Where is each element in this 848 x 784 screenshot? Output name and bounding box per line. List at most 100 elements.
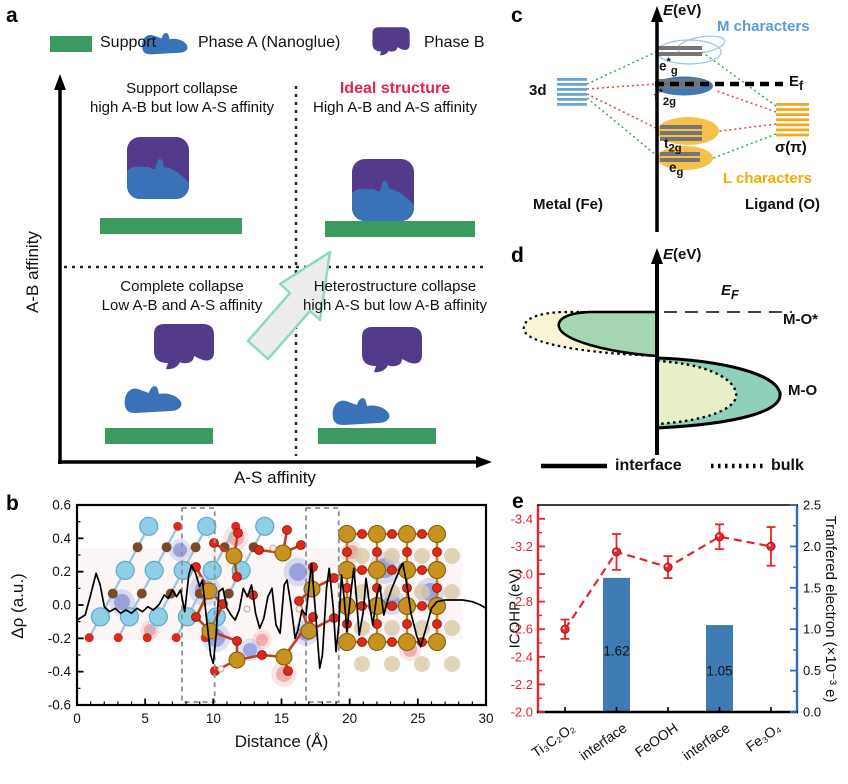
panel-b-ylabel: Δρ (a.u.) (8, 573, 27, 639)
panel-e-plot: 1.62 1.05 -2.0 -2.2 -2.4 -2.6 -2.8 -3.0 -3.2 -3.4… (511, 498, 821, 720)
panel-e-left-ylabel: ICOHP (eV) (506, 568, 524, 649)
antibonding-interface-lobe (557, 310, 659, 358)
svg-text:-2.0: -2.0 (511, 705, 533, 720)
quadrant-tl-subtitle: high A-B but low A-S affinity (90, 99, 274, 116)
energy-axis (651, 6, 663, 232)
metal-fe-label: Metal (Fe) (533, 196, 604, 213)
svg-text:2.0: 2.0 (803, 539, 821, 554)
panel-b: 0 5 10 15 20 25 30 0.6 0.4 0.2 0.0 -0.2 -0.4 -0.6 b Δ… (0, 490, 505, 762)
quadrant-bl-subtitle: Low A-B and A-S affinity (101, 297, 263, 314)
svg-text:1.62: 1.62 (603, 644, 629, 659)
svg-text:5: 5 (141, 711, 149, 726)
sigma-pi-label: σ(π) (775, 139, 807, 156)
quadrant-tr-subtitle: High A-B and A-S affinity (313, 99, 477, 116)
legend-support-label: Support (100, 34, 157, 51)
legend-phase-a-label: Phase A (Nanoglue) (198, 34, 341, 51)
svg-text:-3.4: -3.4 (511, 511, 533, 526)
svg-text:25: 25 (410, 711, 425, 726)
panel-a-label: a (6, 4, 18, 27)
support-swatch (50, 36, 92, 52)
svg-text:0.6: 0.6 (52, 498, 71, 513)
phase-a-blob-bl (124, 386, 182, 413)
panel-d-label: d (511, 244, 524, 267)
panel-a: a Support Phase A (Nanoglue) Phase B Sup… (0, 0, 505, 490)
panel-c: c E(eV) M characters 3d e*g t*2g t2g eg … (505, 0, 848, 240)
ab-square-floating (127, 137, 189, 199)
svg-text:1.05: 1.05 (706, 663, 732, 678)
svg-text:2.5: 2.5 (803, 498, 821, 513)
ab-square-anchored (352, 159, 414, 221)
quadrant-br-subtitle: high A-S but low A-B affinity (303, 297, 487, 314)
svg-text:0.0: 0.0 (803, 705, 821, 720)
panel-b-label: b (6, 492, 19, 515)
svg-text:0.5: 0.5 (803, 663, 821, 678)
m-characters-label: M characters (717, 18, 810, 35)
eg-label: eg (669, 160, 684, 179)
fermi-label: Ef (789, 73, 804, 93)
panel-b-xlabel: Distance (Å) (234, 732, 329, 751)
legend-interface-label: interface (615, 457, 682, 474)
panel-e-right-ylabel: Tranfered electron (×10⁻³ e) (822, 515, 839, 703)
transition-arrow (246, 250, 332, 361)
support-bar-br (318, 428, 436, 444)
panel-d-energy-axis-label: E(eV) (663, 246, 702, 263)
orbital-connector-lines (586, 50, 777, 163)
svg-text:15: 15 (274, 711, 289, 726)
svg-text:10: 10 (206, 711, 221, 726)
svg-text:-0.4: -0.4 (48, 664, 72, 679)
t2g-star-label: t*2g (654, 87, 677, 109)
fermi-label-d: EF (721, 282, 739, 302)
quadrant-br-title: Heterostructure collapse (313, 278, 477, 295)
ligand-sigma-pi-levels (776, 103, 809, 137)
charge-density-curve (76, 562, 487, 670)
antibonding-label: M-O* (783, 311, 818, 328)
svg-text:-2.2: -2.2 (511, 677, 533, 692)
panel-e: 1.62 1.05 -2.0 -2.2 -2.4 -2.6 -2.8 -3.0 -3.2 -3.4… (505, 490, 848, 763)
support-bar-tl (100, 218, 242, 234)
svg-text:-2.4: -2.4 (511, 649, 533, 664)
panel-a-graphics (50, 27, 492, 468)
svg-text:1.0: 1.0 (803, 622, 821, 637)
panel-c-label: c (511, 4, 523, 27)
panel-d: d E(eV) EF M-O* M-O interface bulk (505, 240, 848, 490)
svg-text:-3.2: -3.2 (511, 539, 533, 554)
svg-text:20: 20 (342, 711, 357, 726)
svg-text:-0.6: -0.6 (48, 698, 71, 713)
panel-e-chart: 1.62 1.05 -2.0 -2.2 -2.4 -2.6 -2.8 -3.0 -3.2 -3.4… (511, 498, 821, 720)
svg-text:-2.8: -2.8 (511, 594, 533, 609)
svg-text:0.4: 0.4 (52, 531, 71, 546)
panel-b-axes: 0 5 10 15 20 25 30 0.6 0.4 0.2 0.0 -0.2 -0.4 -0.6 (48, 498, 494, 727)
svg-text:0: 0 (73, 711, 81, 726)
legend-phase-b-label: Phase B (424, 34, 485, 51)
molecular-orbital-bars (658, 46, 702, 162)
t2g-label: t2g (664, 136, 682, 155)
bonding-label: M-O (788, 382, 818, 399)
svg-text:-0.2: -0.2 (48, 631, 71, 646)
phase-b-blob-bl (154, 324, 214, 370)
bonding-bulk-lobe (655, 359, 738, 426)
panel-e-label: e (512, 490, 524, 513)
l-characters-label: L characters (723, 170, 812, 187)
svg-text:0.0: 0.0 (52, 598, 71, 613)
panel-a-ylabel: A-B affinity (23, 231, 42, 313)
atomic-structure-overlay (80, 516, 462, 687)
energy-axis (651, 248, 663, 455)
metal-3d-label: 3d (529, 82, 547, 99)
svg-text:-2.6: -2.6 (511, 622, 533, 637)
quadrant-axes (54, 74, 492, 468)
svg-text:0.2: 0.2 (52, 564, 71, 579)
figure-page: { "panels": { "a": { "label": "a", "lege… (0, 0, 848, 764)
panel-a-xlabel: A-S affinity (234, 468, 316, 487)
support-bar-bl (105, 428, 213, 444)
phase-b-icon (372, 27, 410, 56)
panel-c-graphics (557, 6, 809, 232)
quadrant-bl-title: Complete collapse (120, 278, 244, 295)
phase-a-blob-br (332, 398, 390, 425)
panel-d-graphics (522, 248, 792, 469)
ligand-o-label: Ligand (O) (745, 196, 820, 213)
panel-c-energy-axis-label: E(eV) (663, 2, 702, 19)
svg-text:1.5: 1.5 (803, 580, 821, 595)
quadrant-tl-title: Support collapse (126, 80, 238, 97)
panel-b-chart: 0 5 10 15 20 25 30 0.6 0.4 0.2 0.0 -0.2 -0.4 -0.6 (48, 498, 494, 727)
quadrant-tr-title: Ideal structure (339, 80, 451, 97)
